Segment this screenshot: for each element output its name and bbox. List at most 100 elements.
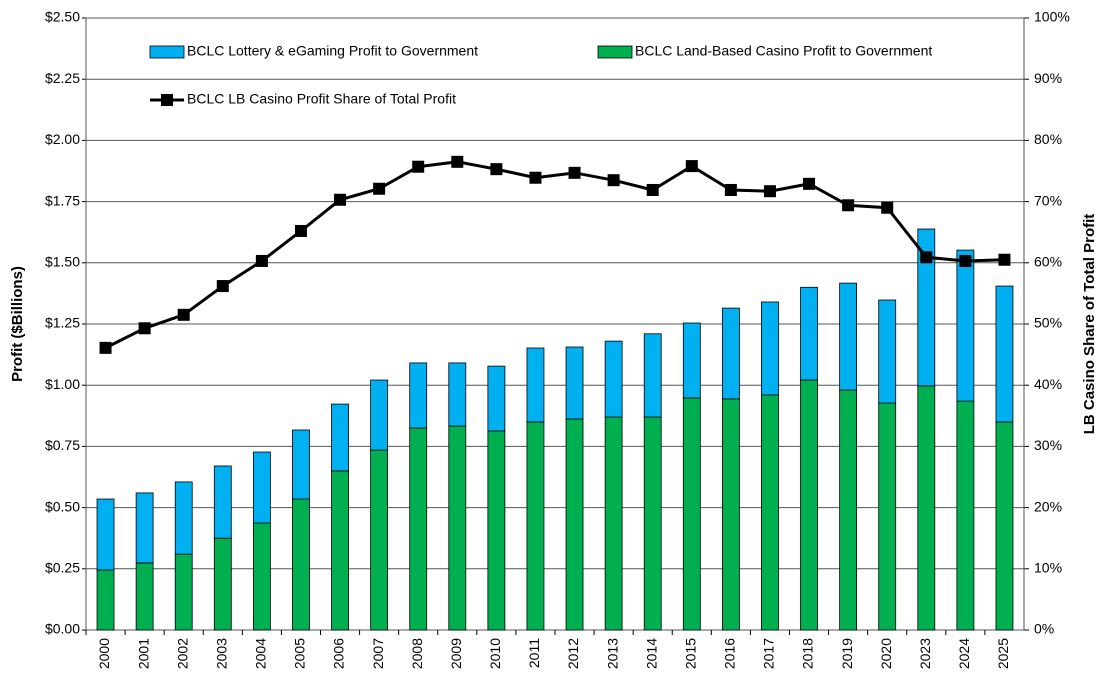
- line-marker: [881, 201, 894, 214]
- line-marker: [294, 224, 307, 237]
- bar: [448, 425, 467, 631]
- bar: [526, 347, 545, 423]
- bar: [956, 400, 975, 631]
- x-tick-label: 2010: [487, 638, 503, 669]
- line-marker: [412, 160, 425, 173]
- x-tick-label: 2003: [213, 638, 229, 669]
- y2-tick-label: 50%: [1034, 315, 1062, 331]
- line-marker: [255, 254, 268, 267]
- bar: [682, 322, 701, 399]
- x-tick-label: 2018: [800, 638, 816, 669]
- bar: [761, 394, 779, 631]
- bar: [409, 362, 428, 429]
- line-marker: [803, 177, 816, 190]
- y2-axis-title: LB Casino Share of Total Profit: [1081, 214, 1098, 435]
- bar: [565, 418, 584, 631]
- bar: [643, 416, 662, 631]
- bar: [682, 397, 701, 631]
- legend-label: BCLC Land-Based Casino Profit to Governm…: [635, 43, 932, 59]
- x-tick-label: 2017: [761, 638, 777, 669]
- bar: [995, 421, 1014, 631]
- bar: [448, 362, 467, 427]
- line-marker: [216, 280, 229, 293]
- bar: [839, 282, 858, 391]
- y-tick-label: $1.75: [45, 192, 80, 208]
- bar: [721, 307, 740, 400]
- bar: [487, 365, 506, 432]
- y-tick-label: $0.75: [45, 437, 80, 453]
- bar: [604, 416, 623, 631]
- legend-swatch: [149, 45, 185, 59]
- x-tick-label: 2013: [604, 638, 620, 669]
- x-tick-label: 2005: [292, 638, 308, 669]
- legend-label: BCLC Lottery & eGaming Profit to Governm…: [187, 43, 478, 59]
- bar: [331, 403, 349, 472]
- y-tick-label: $1.25: [45, 315, 80, 331]
- line-marker: [373, 182, 386, 195]
- x-tick-label: 2008: [409, 638, 425, 669]
- y-tick-label: $2.00: [45, 131, 80, 147]
- bar: [174, 553, 193, 631]
- y-tick-label: $0.00: [45, 621, 80, 637]
- bar: [487, 430, 506, 631]
- bar: [213, 537, 232, 631]
- bar: [917, 385, 936, 631]
- line-marker: [334, 193, 347, 206]
- bar: [370, 379, 389, 451]
- x-tick-label: 2020: [878, 638, 894, 669]
- y2-tick-label: 0%: [1034, 621, 1054, 637]
- y-tick-label: $0.25: [45, 560, 80, 576]
- bar: [96, 498, 115, 571]
- bar: [135, 562, 154, 631]
- bar: [643, 333, 662, 418]
- line-marker: [490, 163, 503, 176]
- x-tick-label: 2015: [682, 638, 698, 669]
- bar: [721, 398, 740, 631]
- bar: [878, 299, 897, 404]
- line-marker: [920, 251, 933, 264]
- x-tick-label: 2001: [135, 638, 151, 669]
- line-marker: [998, 253, 1011, 266]
- y-tick-label: $2.25: [45, 70, 80, 86]
- x-tick-label: 2019: [839, 638, 855, 669]
- bar: [252, 522, 271, 631]
- bar: [174, 481, 193, 555]
- line-marker: [646, 183, 659, 196]
- legend-swatch: [597, 45, 633, 59]
- line-marker: [842, 199, 855, 212]
- y-tick-label: $0.50: [45, 498, 80, 514]
- y2-tick-label: 80%: [1034, 131, 1062, 147]
- line-marker: [529, 171, 542, 184]
- bar: [135, 492, 154, 564]
- line-marker: [177, 308, 190, 321]
- y-axis-title: Profit ($Billions): [9, 266, 26, 382]
- bar: [96, 569, 115, 631]
- bar: [370, 449, 389, 631]
- line-marker: [763, 185, 776, 198]
- bar: [604, 340, 623, 418]
- bar: [956, 249, 975, 402]
- bar: [565, 346, 584, 420]
- bar: [761, 301, 779, 396]
- bar: [292, 429, 310, 500]
- x-tick-label: 2025: [995, 638, 1011, 669]
- x-tick-label: 2012: [565, 638, 581, 669]
- x-tick-label: 2006: [331, 638, 347, 669]
- line-marker: [959, 254, 972, 267]
- line-marker: [724, 183, 737, 196]
- line-marker: [451, 155, 464, 168]
- bar: [409, 427, 428, 631]
- x-tick-label: 2011: [526, 638, 542, 668]
- bar: [331, 470, 349, 631]
- bar: [526, 421, 545, 631]
- bar: [292, 498, 310, 631]
- line: [104, 160, 1005, 350]
- y2-tick-label: 10%: [1034, 560, 1062, 576]
- y2-tick-label: 100%: [1034, 9, 1070, 25]
- bar: [213, 465, 232, 539]
- x-tick-label: 2002: [174, 638, 190, 669]
- line-marker: [685, 160, 698, 173]
- bar: [800, 379, 818, 631]
- x-tick-label: 2014: [643, 638, 659, 669]
